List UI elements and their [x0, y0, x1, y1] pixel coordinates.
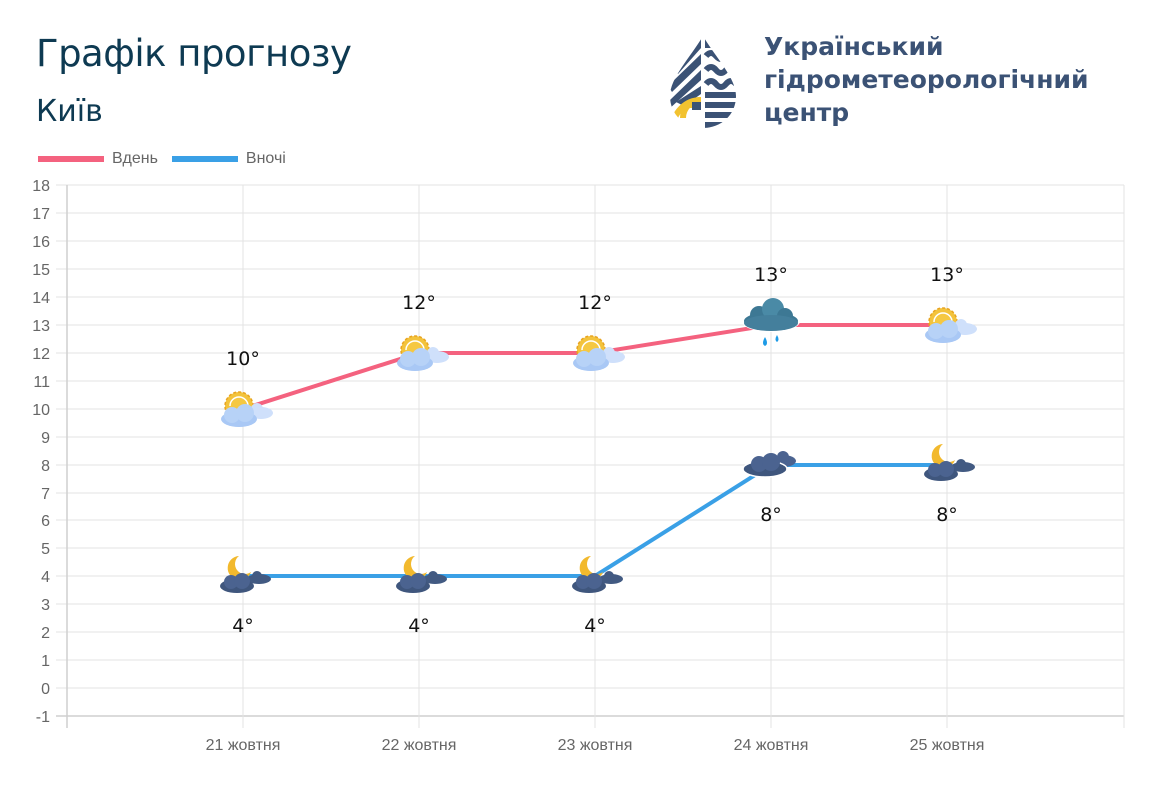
day-temp-label: 12°: [402, 292, 436, 314]
day-temp-label: 12°: [578, 292, 612, 314]
y-tick: 10: [32, 402, 50, 419]
legend-label-night: Вночі: [245, 150, 286, 167]
page-title: Графік прогнозу: [36, 32, 352, 75]
y-tick: 8: [41, 458, 50, 475]
y-tick: 16: [32, 234, 50, 251]
org-line-2: гідрометеорологічний: [764, 65, 1089, 94]
legend-label-day: Вдень: [112, 150, 158, 167]
y-tick: 18: [32, 178, 50, 195]
sun-behind-cloud-icon[interactable]: [220, 391, 274, 428]
legend-swatch-night: [171, 156, 238, 162]
x-tick: 21 жовтня: [206, 737, 281, 754]
day-temp-label: 13°: [754, 264, 788, 286]
y-tick: 14: [32, 290, 50, 307]
y-tick: 12: [32, 346, 50, 363]
day-points: [220, 297, 978, 428]
night-temp-label: 8°: [936, 504, 958, 526]
organization-name: Український гідрометеорологічний центр: [764, 30, 1089, 129]
x-tick: 23 жовтня: [558, 737, 633, 754]
y-tick: 11: [33, 374, 50, 391]
water-drop-logo-icon: [670, 38, 736, 128]
y-tick: 15: [32, 262, 50, 279]
y-axis: 18 17 16 15 14 13 12 11 10 9 8 7 6 5 4 3…: [32, 178, 1124, 726]
night-temp-label: 4°: [584, 615, 606, 637]
night-temp-label: 4°: [408, 615, 430, 637]
legend-swatch-day: [38, 156, 104, 162]
y-tick: 7: [41, 486, 50, 503]
org-line-1: Український: [764, 32, 944, 61]
legend-item-day[interactable]: Вдень: [38, 150, 158, 168]
x-tick: 25 жовтня: [910, 737, 985, 754]
y-tick: 0: [41, 681, 50, 698]
sun-behind-cloud-icon[interactable]: [924, 307, 978, 344]
night-temp-label: 4°: [232, 615, 254, 637]
y-tick: 17: [32, 206, 50, 223]
org-line-3: центр: [764, 98, 850, 127]
day-temp-label: 10°: [226, 348, 260, 370]
y-tick: 2: [41, 625, 50, 642]
y-tick: 1: [41, 653, 50, 670]
y-tick: 13: [32, 318, 50, 335]
city-name: Київ: [36, 94, 103, 129]
moon-behind-clouds-icon[interactable]: [220, 556, 271, 593]
chart-legend: Вдень Вночі: [38, 150, 300, 168]
y-tick: 3: [41, 597, 50, 614]
x-axis: 21 жовтня 22 жовтня 23 жовтня 24 жовтня …: [66, 185, 1125, 754]
moon-behind-clouds-icon[interactable]: [924, 444, 975, 481]
y-tick: 5: [41, 541, 50, 558]
y-tick: 4: [41, 569, 50, 586]
legend-item-night[interactable]: Вночі: [171, 150, 286, 168]
night-temp-label: 8°: [760, 504, 782, 526]
sun-behind-cloud-icon[interactable]: [572, 335, 626, 372]
x-tick: 24 жовтня: [734, 737, 809, 754]
y-tick: -1: [36, 709, 50, 726]
x-tick: 22 жовтня: [382, 737, 457, 754]
day-temp-label: 13°: [930, 264, 964, 286]
y-tick: 9: [41, 430, 50, 447]
y-tick: 6: [41, 513, 50, 530]
dark-clouds-icon[interactable]: [742, 450, 797, 478]
sun-behind-cloud-icon[interactable]: [396, 335, 450, 372]
